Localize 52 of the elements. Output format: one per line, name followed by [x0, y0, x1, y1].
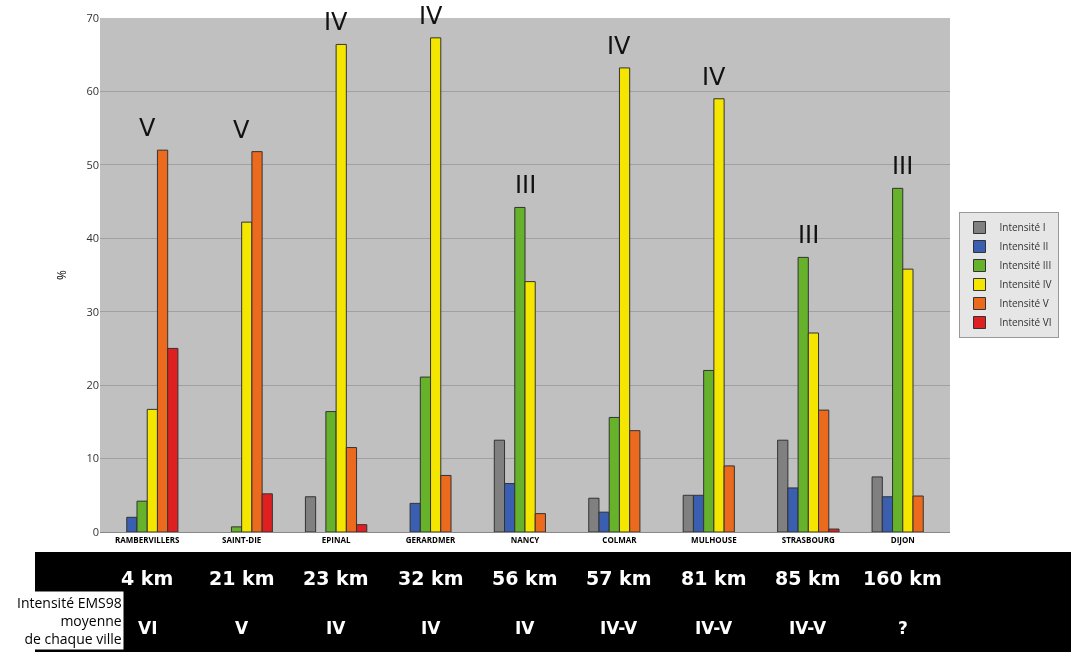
y-tick-label: 70 — [86, 9, 99, 25]
legend-label: Intensité II — [999, 239, 1049, 254]
x-tick-label: EPINAL — [321, 533, 351, 545]
text: 4 km — [121, 567, 174, 589]
y-tick-label: 30 — [86, 303, 99, 319]
text: 21 km — [209, 567, 275, 589]
x-tick-label: NANCY — [510, 533, 540, 545]
text: 23 km — [303, 567, 369, 589]
legend-label: Intensité V — [999, 296, 1049, 311]
annotation: V — [233, 116, 250, 144]
text: Intensité EMS98 moyenne de chaque ville — [17, 593, 122, 649]
annotation: III — [892, 152, 914, 180]
x-tick-label: COLMAR — [602, 533, 638, 545]
text: 81 km — [681, 567, 747, 589]
annotation: III — [515, 171, 537, 199]
text: 57 km — [586, 567, 652, 589]
text: IV-V — [789, 618, 828, 638]
text: IV-V — [695, 618, 734, 638]
text: V — [235, 618, 249, 638]
y-tick-label: 40 — [86, 230, 99, 246]
text: IV-V — [600, 618, 639, 638]
legend-label: Intensité IV — [999, 277, 1052, 292]
text: IV — [421, 618, 442, 638]
x-tick-label: STRASBOURG — [781, 533, 836, 545]
legend-label: Intensité VI — [999, 315, 1052, 330]
x-tick-label: GERARDMER — [405, 533, 457, 545]
text: 32 km — [398, 567, 464, 589]
text: 85 km — [775, 567, 841, 589]
text: IV — [326, 618, 347, 638]
x-tick-label: SAINT-DIE — [222, 533, 262, 545]
text: IV — [515, 618, 536, 638]
y-tick-label: 10 — [86, 450, 99, 466]
text: ? — [898, 618, 908, 638]
y-axis-title: % — [53, 269, 70, 280]
text: 56 km — [492, 567, 558, 589]
annotation: IV — [324, 8, 349, 36]
annotation: III — [798, 221, 820, 249]
y-tick-label: 60 — [86, 83, 99, 99]
annotation: IV — [419, 2, 444, 30]
legend-label: Intensité I — [999, 220, 1046, 235]
text: VI — [138, 618, 158, 638]
legend-label: Intensité III — [999, 258, 1052, 273]
y-tick-label: 0 — [92, 523, 99, 539]
y-tick-label: 50 — [86, 156, 99, 172]
y-tick-label: 20 — [86, 376, 99, 392]
annotation: IV — [702, 63, 727, 91]
annotation: IV — [607, 32, 632, 60]
annotation: V — [139, 114, 156, 142]
x-tick-label: DIJON — [890, 533, 915, 546]
text: 160 km — [863, 567, 942, 589]
x-tick-label: MULHOUSE — [691, 533, 738, 545]
x-tick-label: RAMBERVILLERS — [114, 533, 181, 545]
